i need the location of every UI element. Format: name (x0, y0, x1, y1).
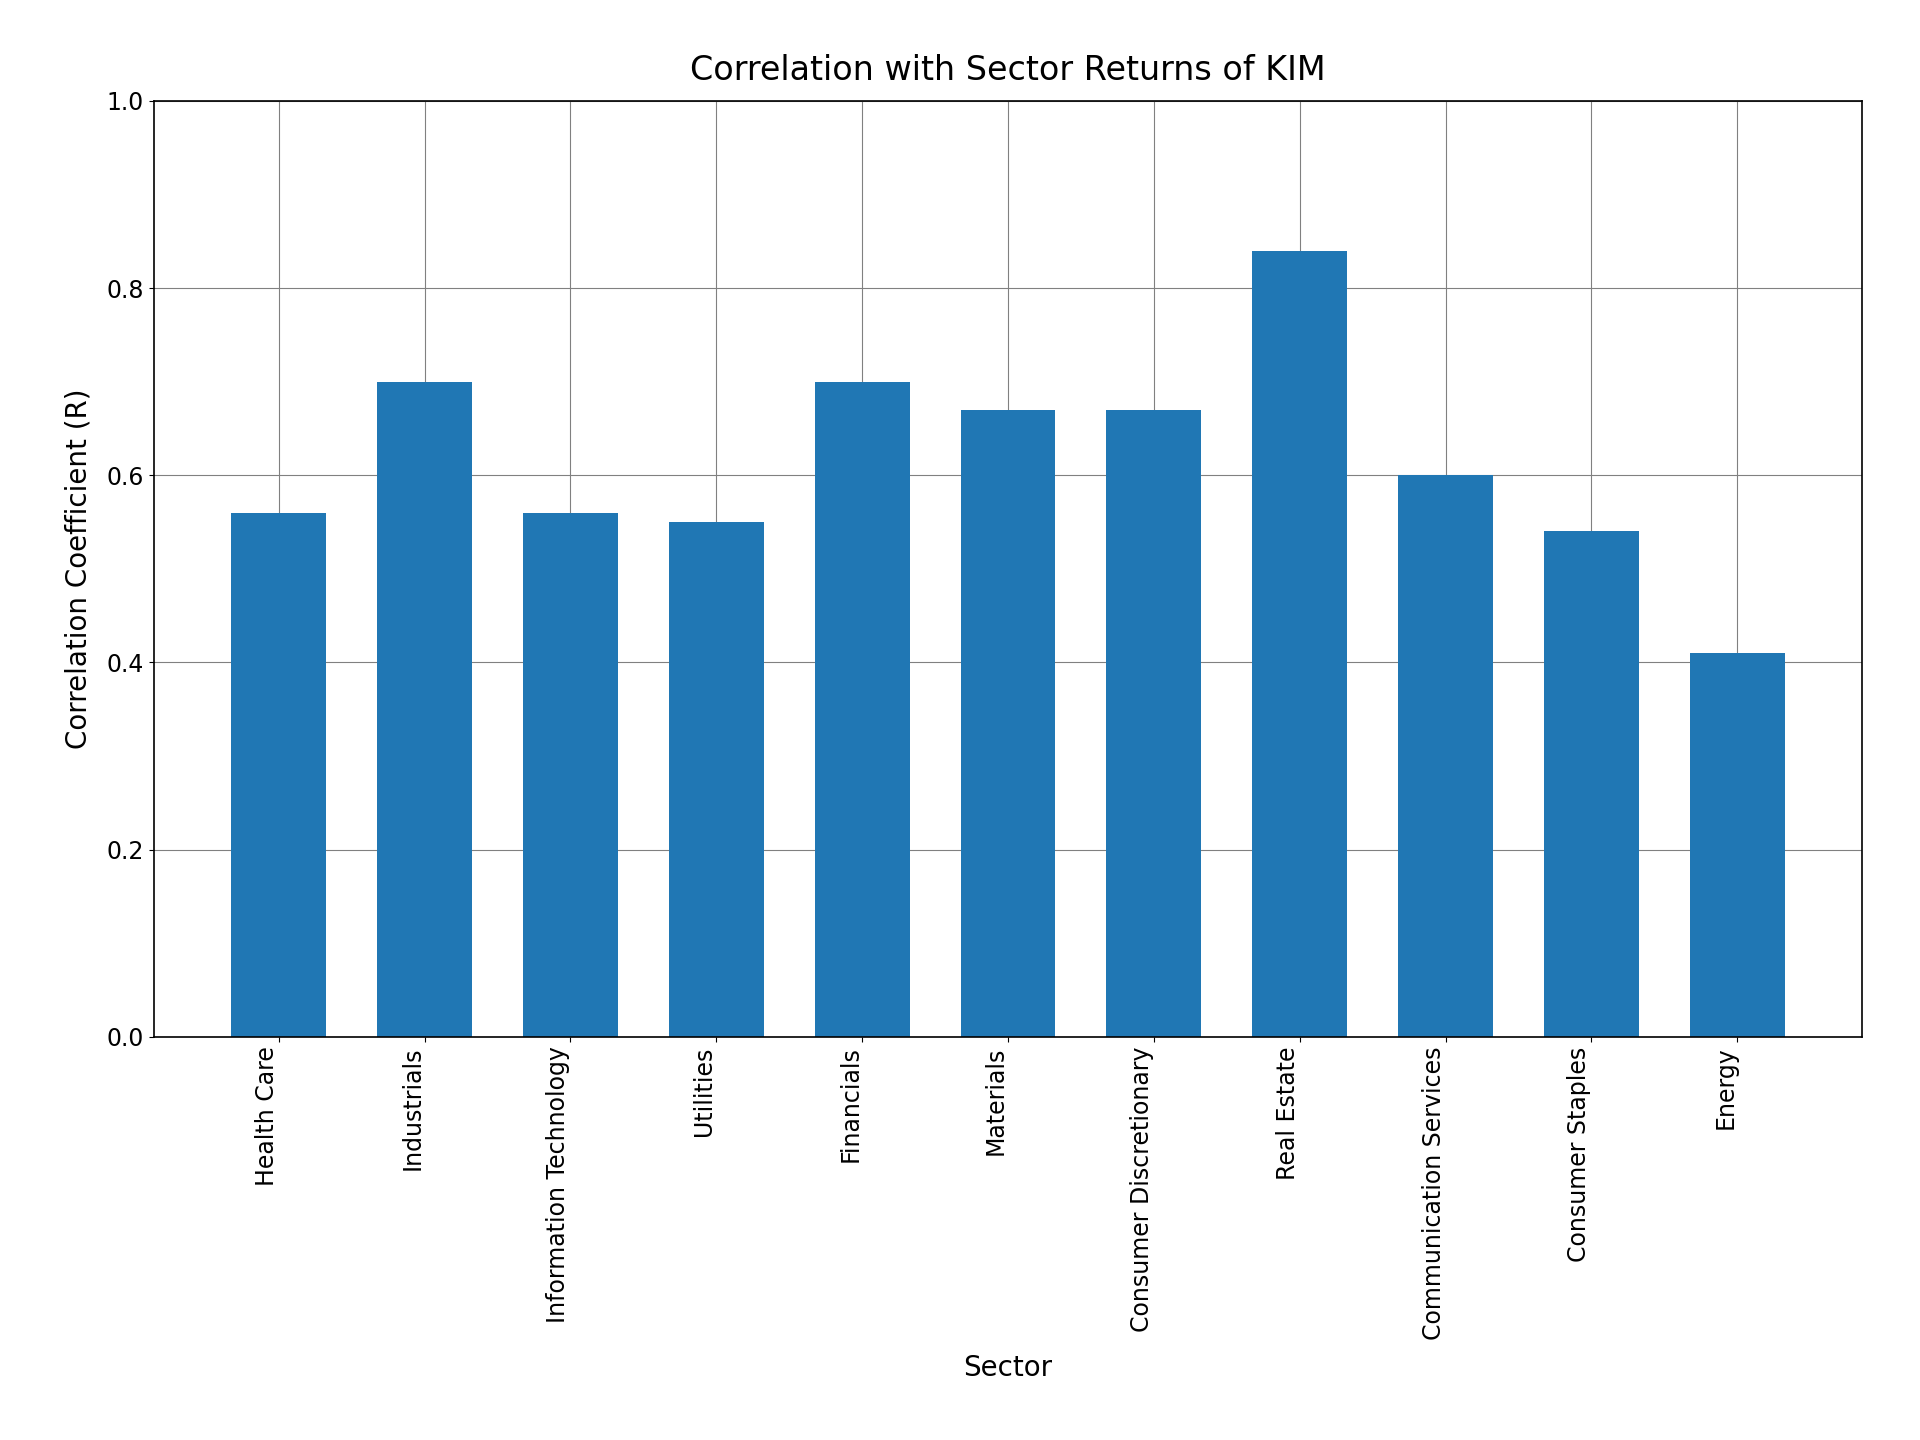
Title: Correlation with Sector Returns of KIM: Correlation with Sector Returns of KIM (689, 53, 1327, 86)
Bar (1690, 652, 1786, 1037)
Bar (668, 521, 764, 1037)
Bar (1398, 475, 1494, 1037)
Bar (1544, 531, 1640, 1037)
Bar (522, 513, 618, 1037)
Y-axis label: Correlation Coefficient (R): Correlation Coefficient (R) (65, 389, 92, 749)
Bar (1252, 251, 1348, 1037)
Bar (960, 409, 1056, 1037)
Bar (814, 382, 910, 1037)
Bar (376, 382, 472, 1037)
Bar (230, 513, 326, 1037)
X-axis label: Sector: Sector (964, 1354, 1052, 1382)
Bar (1106, 409, 1202, 1037)
